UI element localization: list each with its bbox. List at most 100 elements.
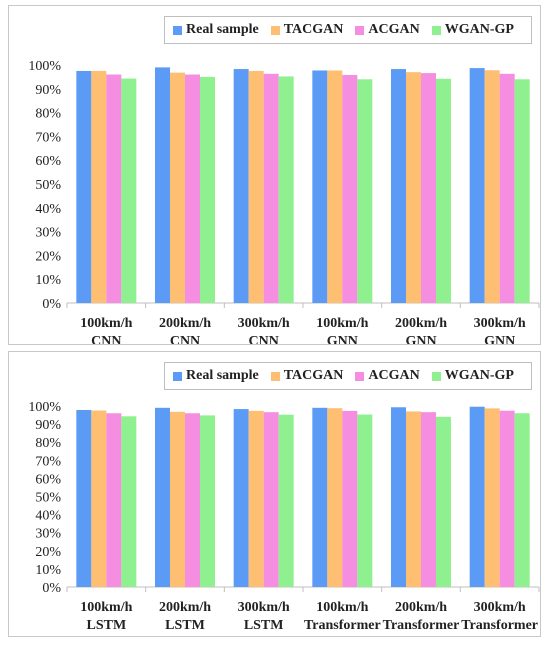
- y-tick-label: 60%: [35, 154, 61, 169]
- legend-item: Real sample: [173, 22, 259, 38]
- x-category-label: 200km/h: [395, 600, 447, 615]
- bar: [312, 70, 328, 303]
- y-tick-label: 90%: [35, 418, 61, 433]
- y-tick-label: 30%: [35, 226, 61, 241]
- bar: [436, 78, 451, 303]
- y-tick-label: 90%: [35, 83, 61, 98]
- x-category-label: 100km/h: [316, 316, 368, 331]
- bar: [248, 410, 264, 587]
- legend-label: WGAN-GP: [444, 22, 514, 37]
- y-tick-label: 70%: [35, 454, 61, 469]
- legend-label: Real sample: [186, 22, 259, 37]
- legend-item: TACGAN: [270, 22, 344, 38]
- bar: [391, 69, 406, 303]
- bar: [421, 412, 436, 587]
- legend-swatch: [173, 371, 182, 381]
- legend-swatch: [270, 371, 280, 381]
- y-tick-label: 80%: [35, 107, 61, 122]
- legend-label: WGAN-GP: [444, 368, 514, 383]
- bar: [391, 407, 406, 587]
- legend-swatch: [173, 25, 182, 35]
- bar: [200, 76, 215, 304]
- y-tick-label: 70%: [35, 130, 61, 145]
- bar: [91, 410, 107, 587]
- bar: [121, 78, 137, 303]
- y-tick-label: 0%: [42, 297, 61, 312]
- x-category-label: 300km/h: [474, 316, 526, 331]
- x-category-label: LSTM: [86, 618, 126, 633]
- x-category-label: GNN: [327, 334, 358, 344]
- y-tick-label: 10%: [35, 563, 61, 578]
- legend-item: WGAN-GP: [431, 368, 514, 384]
- bar: [76, 409, 92, 587]
- x-category-label: 100km/h: [80, 600, 132, 615]
- x-category-label: LSTM: [165, 618, 205, 633]
- y-tick-label: 30%: [35, 527, 61, 542]
- legend-label: TACGAN: [283, 22, 344, 37]
- bar: [357, 79, 373, 303]
- bar: [278, 76, 294, 303]
- y-tick-label: 60%: [35, 472, 61, 487]
- legend-swatch: [355, 25, 365, 35]
- bar: [342, 74, 358, 303]
- x-category-label: 100km/h: [80, 316, 132, 331]
- bar: [469, 406, 485, 587]
- bar: [155, 407, 170, 587]
- bar: [514, 413, 530, 587]
- bar: [421, 73, 436, 303]
- bar: [312, 407, 328, 587]
- bar: [233, 69, 249, 303]
- x-category-label: 200km/h: [395, 316, 447, 331]
- x-category-label: CNN: [248, 334, 278, 344]
- y-tick-label: 40%: [35, 509, 61, 524]
- legend-swatch: [431, 25, 441, 35]
- x-category-label: 300km/h: [238, 316, 290, 331]
- x-category-label: GNN: [484, 334, 515, 344]
- y-tick-label: 100%: [28, 59, 61, 74]
- bar: [499, 410, 515, 587]
- bar: [185, 74, 200, 304]
- bar: [248, 70, 264, 303]
- bar: [76, 70, 92, 303]
- bar: [357, 414, 373, 587]
- chart-panel-top: Real sample TACGAN ACGAN WGAN-GP 0% 10% 20…: [8, 5, 541, 345]
- bar: [499, 73, 515, 303]
- legend-label: TACGAN: [283, 368, 344, 383]
- legend-swatch: [270, 25, 280, 35]
- bar: [514, 79, 530, 303]
- bar: [406, 72, 421, 303]
- chart-panel-bottom: Real sample TACGAN ACGAN WGAN-GP 0% 10% 20…: [8, 351, 541, 637]
- x-category-label: 300km/h: [474, 600, 526, 615]
- legend-label: ACGAN: [368, 22, 420, 37]
- legend-label: ACGAN: [368, 368, 420, 383]
- legend-item: ACGAN: [355, 368, 420, 384]
- legend-swatch: [355, 371, 365, 381]
- legend-item: ACGAN: [355, 22, 420, 38]
- bar: [406, 411, 421, 587]
- bar: [469, 68, 485, 304]
- bar: [200, 415, 215, 587]
- legend-item: WGAN-GP: [431, 22, 514, 38]
- bar-chart-lstm-transformer: 0% 10% 20% 30% 40% 50% 60% 70% 80% 90% 100% 100km/h…: [28, 400, 540, 633]
- bar: [185, 413, 200, 587]
- x-category-label: Transformer: [304, 618, 381, 633]
- legend-label: Real sample: [186, 368, 259, 383]
- legend: Real sample TACGAN ACGAN WGAN-GP: [164, 362, 532, 390]
- bar: [233, 409, 249, 587]
- bar: [484, 70, 500, 304]
- bar: [278, 414, 294, 587]
- bar: [263, 412, 279, 587]
- x-category-label: Transformer: [461, 618, 538, 633]
- x-category-label: 200km/h: [159, 600, 211, 615]
- bar: [484, 408, 500, 587]
- y-tick-label: 50%: [35, 178, 61, 193]
- y-tick-label: 80%: [35, 436, 61, 451]
- bar: [106, 413, 122, 587]
- bar: [106, 74, 122, 304]
- bar: [170, 72, 185, 303]
- y-tick-label: 20%: [35, 249, 61, 264]
- x-category-label: 300km/h: [238, 600, 290, 615]
- y-tick-label: 0%: [42, 581, 61, 596]
- bar: [263, 73, 279, 303]
- x-category-label: LSTM: [244, 618, 284, 633]
